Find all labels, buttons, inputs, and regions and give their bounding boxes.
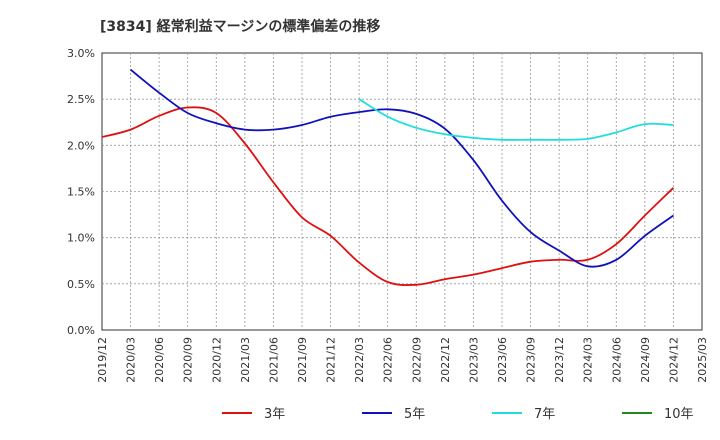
x-tick-label: 2021/06 [267, 337, 280, 383]
legend-label-3: 10年 [664, 407, 694, 422]
x-tick-label: 2023/03 [467, 337, 480, 383]
series-line-1 [130, 68, 674, 268]
x-tick-label: 2020/12 [210, 337, 223, 383]
y-tick-label: 0.5% [67, 278, 95, 291]
series-line-0 [101, 106, 675, 286]
y-tick-label: 1.0% [67, 232, 95, 245]
x-tick-label: 2022/06 [382, 337, 395, 383]
x-tick-label: 2020/03 [125, 337, 138, 383]
legend-label-1: 5年 [404, 407, 425, 422]
legend-label-0: 3年 [264, 407, 285, 422]
x-tick-label: 2022/12 [439, 337, 452, 383]
series-line-2 [358, 98, 674, 141]
x-tick-label: 2021/12 [325, 337, 338, 383]
x-tick-label: 2024/03 [582, 337, 595, 383]
x-tick-label: 2023/09 [525, 337, 538, 383]
x-tick-label: 2024/12 [667, 337, 680, 383]
x-tick-label: 2020/06 [153, 337, 166, 383]
y-tick-label: 2.0% [67, 139, 95, 152]
legend: 3年 5年 7年 10年 [222, 407, 694, 422]
y-tick-label: 3.0% [67, 47, 95, 60]
series-lines [101, 68, 675, 286]
x-tick-label: 2021/09 [296, 337, 309, 383]
x-tick-label: 2024/06 [610, 337, 623, 383]
x-tick-label: 2023/12 [553, 337, 566, 383]
x-tick-label: 2020/09 [182, 337, 195, 383]
y-tick-label: 2.5% [67, 93, 95, 106]
grid [101, 52, 703, 331]
x-tick-label: 2019/12 [96, 337, 109, 383]
y-tick-label: 0.0% [67, 324, 95, 337]
x-tick-label: 2022/03 [353, 337, 366, 383]
x-tick-label: 2022/09 [410, 337, 423, 383]
y-tick-label: 1.5% [67, 186, 95, 199]
axes: 2019/12 2020/03 2020/06 2020/09 2020/12 2021/… [67, 47, 709, 383]
legend-label-2: 7年 [534, 407, 555, 422]
x-tick-label: 2025/03 [696, 337, 709, 383]
x-tick-label: 2021/03 [239, 337, 252, 383]
chart-title: [3834] 経常利益マージンの標準偏差の推移 [100, 18, 380, 35]
x-tick-label: 2023/06 [496, 337, 509, 383]
x-tick-label: 2024/09 [639, 337, 652, 383]
